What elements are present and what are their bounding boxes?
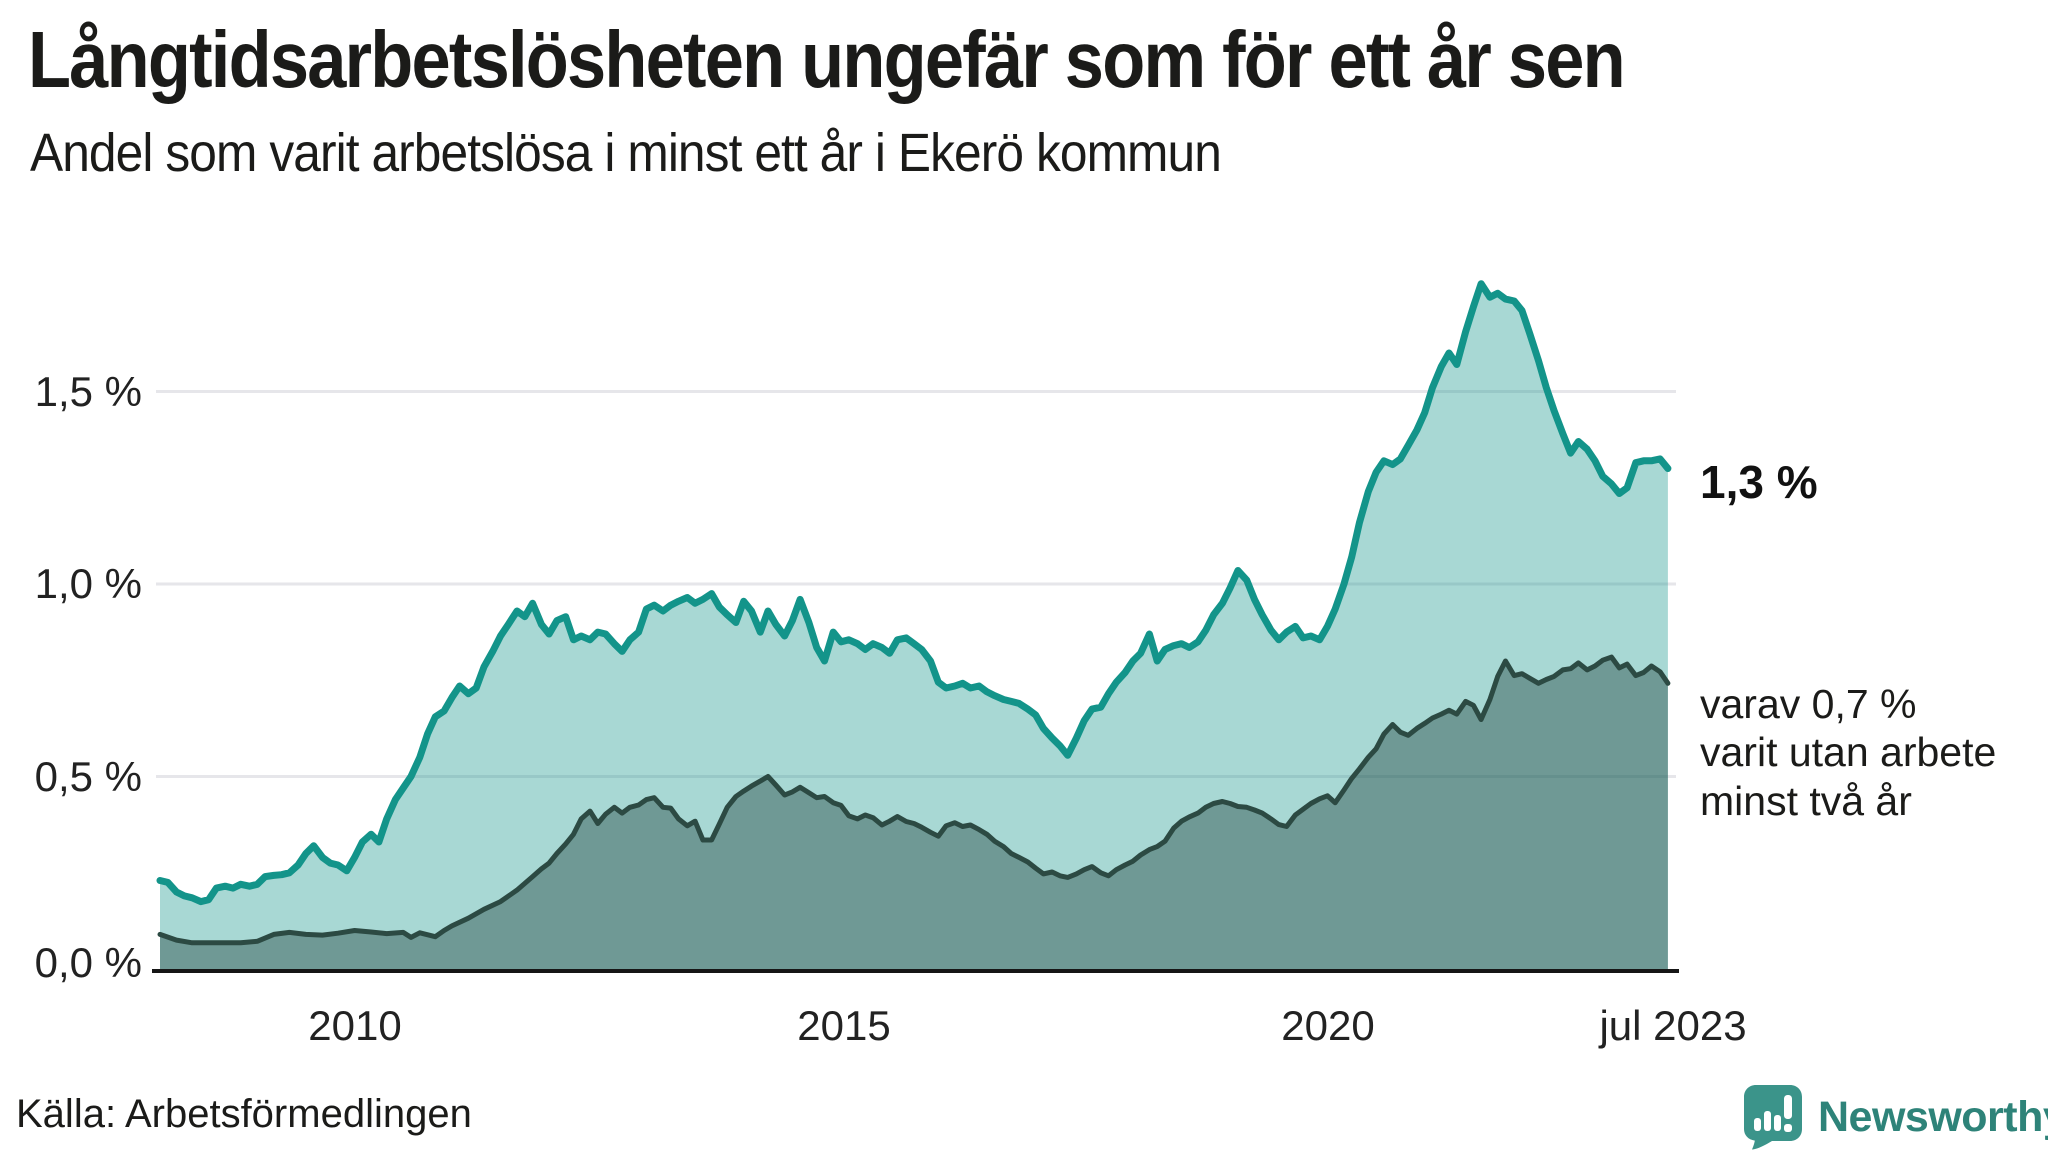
newsworthy-logo-icon — [1744, 1085, 1802, 1150]
chart-title: Långtidsarbetslösheten ungefär som för e… — [28, 15, 1626, 104]
x-axis-tick-2010: 2010 — [308, 1002, 402, 1049]
two-year-annotation: varav 0,7 % varit utan arbete minst två … — [1700, 680, 1996, 825]
x-axis-tick-2015: 2015 — [797, 1002, 891, 1049]
newsworthy-logo: Newsworthy — [1742, 1084, 2048, 1150]
newsworthy-wordmark: Newsworthy — [1818, 1092, 2048, 1141]
y-axis-tick-1-5: 1,5 % — [34, 368, 142, 415]
two-year-annotation-line-1: varav 0,7 % — [1700, 681, 1917, 727]
two-year-annotation-line-2: varit utan arbete — [1700, 729, 1997, 776]
y-axis-tick-0-0: 0,0 % — [34, 939, 142, 986]
y-axis-tick-0-5: 0,5 % — [34, 753, 142, 800]
chart-subtitle: Andel som varit arbetslösa i minst ett å… — [30, 123, 1222, 183]
latest-value-label: 1,3 % — [1700, 456, 1818, 508]
two-year-annotation-line-3: minst två år — [1700, 777, 1912, 824]
y-axis-tick-1-0: 1,0 % — [34, 560, 142, 607]
x-axis-tick-2020: 2020 — [1281, 1002, 1375, 1049]
x-axis-tick-jul-2023: jul 2023 — [1599, 1002, 1747, 1049]
source-note: Källa: Arbetsförmedlingen — [16, 1092, 472, 1136]
